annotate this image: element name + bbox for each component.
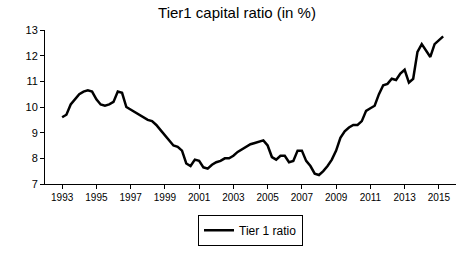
svg-text:1997: 1997: [120, 192, 143, 203]
svg-text:2001: 2001: [188, 192, 211, 203]
svg-text:2007: 2007: [291, 192, 314, 203]
svg-text:1993: 1993: [51, 192, 74, 203]
svg-text:10: 10: [26, 101, 38, 113]
svg-text:1995: 1995: [85, 192, 108, 203]
svg-text:9: 9: [32, 127, 38, 139]
svg-text:8: 8: [32, 152, 38, 164]
svg-text:2003: 2003: [222, 192, 245, 203]
svg-text:2013: 2013: [394, 192, 417, 203]
svg-text:2009: 2009: [325, 192, 348, 203]
svg-text:11: 11: [26, 75, 37, 87]
svg-text:2011: 2011: [360, 192, 382, 203]
svg-text:7: 7: [32, 178, 38, 190]
svg-text:Tier 1 ratio: Tier 1 ratio: [239, 224, 296, 238]
svg-text:2015: 2015: [428, 192, 451, 203]
svg-text:1999: 1999: [154, 192, 177, 203]
svg-text:12: 12: [26, 50, 38, 62]
svg-text:2005: 2005: [257, 192, 280, 203]
svg-text:Tier1 capital ratio (in %): Tier1 capital ratio (in %): [158, 4, 316, 21]
svg-text:13: 13: [26, 24, 38, 36]
